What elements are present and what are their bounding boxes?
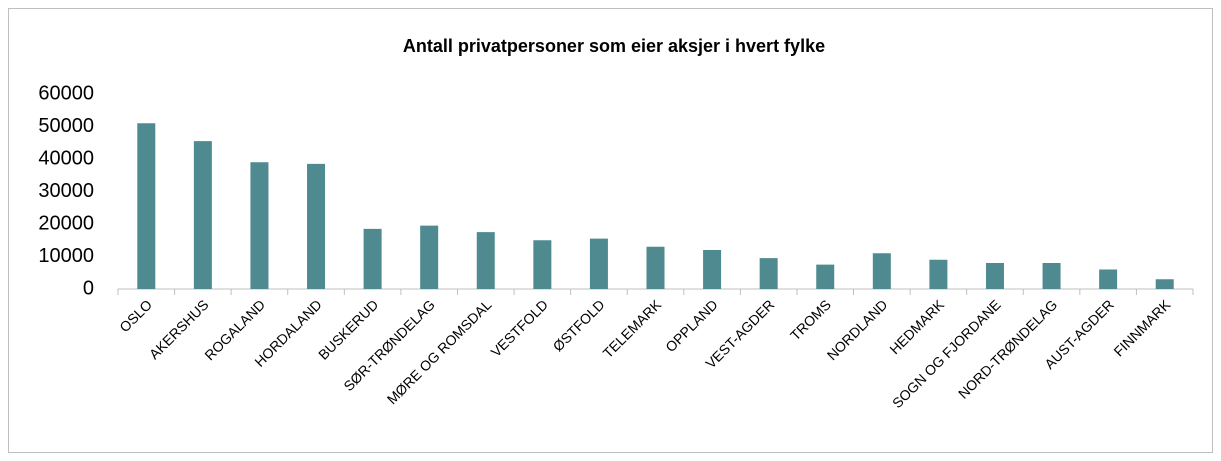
bar bbox=[137, 123, 156, 289]
bar bbox=[816, 264, 835, 289]
bar bbox=[1042, 263, 1061, 289]
y-tick-label: 10000 bbox=[38, 245, 94, 267]
y-tick-label: 60000 bbox=[38, 82, 94, 104]
bar bbox=[420, 225, 439, 289]
bar bbox=[646, 246, 665, 289]
bar bbox=[307, 163, 326, 289]
y-tick-label: 40000 bbox=[38, 147, 94, 169]
y-tick-label: 50000 bbox=[38, 115, 94, 137]
y-tick-label: 30000 bbox=[38, 180, 94, 202]
bar bbox=[476, 232, 495, 289]
bar bbox=[929, 259, 948, 289]
bar bbox=[533, 240, 552, 289]
chart-title: Antall privatpersoner som eier aksjer i … bbox=[403, 36, 825, 56]
bar bbox=[250, 162, 269, 289]
bar bbox=[589, 238, 608, 289]
bar bbox=[985, 263, 1004, 289]
bar bbox=[872, 253, 891, 289]
bar bbox=[193, 141, 212, 289]
bar bbox=[1155, 279, 1174, 289]
y-tick-label: 20000 bbox=[38, 212, 94, 234]
bar bbox=[759, 258, 778, 289]
bar bbox=[363, 228, 382, 289]
bar bbox=[703, 250, 722, 289]
chart-border bbox=[8, 8, 1213, 453]
bar bbox=[1099, 269, 1118, 289]
y-tick-label: 0 bbox=[83, 277, 94, 299]
